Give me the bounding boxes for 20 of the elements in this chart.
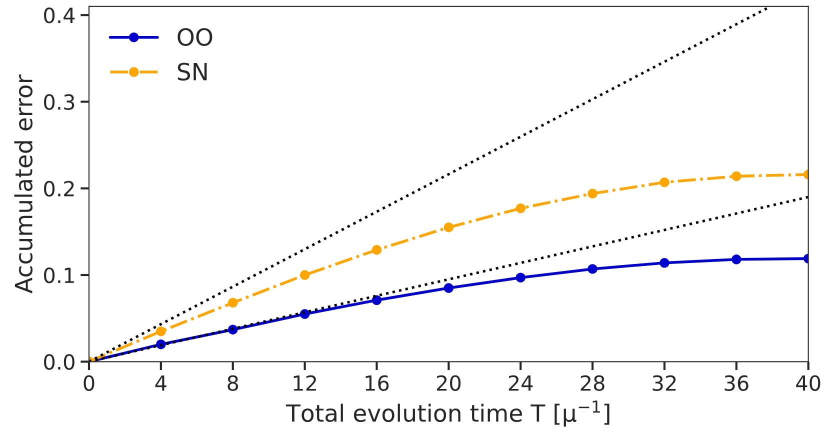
x-tick-label: 24 — [508, 375, 533, 391]
x-tick-label: 4 — [155, 375, 166, 391]
y-tick-label: 0.1 — [44, 267, 74, 284]
x-tick-label: 36 — [724, 375, 748, 391]
x-tick-label: 12 — [294, 375, 316, 391]
x-tick-label: 8 — [228, 375, 238, 391]
x-tick-label: 28 — [580, 375, 604, 391]
legend-label: OO — [178, 28, 212, 46]
y-axis-title: Accumulated error — [14, 74, 33, 294]
y-tick-label: 0.0 — [44, 354, 74, 370]
legend-label: SN — [178, 62, 207, 81]
x-tick-label: 16 — [366, 375, 389, 391]
y-tick-label: 0.4 — [44, 8, 75, 24]
x-axis-title: Total evolution time T [μ$^{−1}$] — [286, 400, 610, 427]
y-tick-label: 0.2 — [44, 180, 74, 197]
x-tick-label: 32 — [652, 375, 676, 391]
x-tick-label: 20 — [436, 375, 461, 391]
x-tick-label: 40 — [796, 375, 820, 391]
y-tick-label: 0.3 — [44, 94, 74, 110]
x-tick-label: 0 — [84, 375, 94, 391]
